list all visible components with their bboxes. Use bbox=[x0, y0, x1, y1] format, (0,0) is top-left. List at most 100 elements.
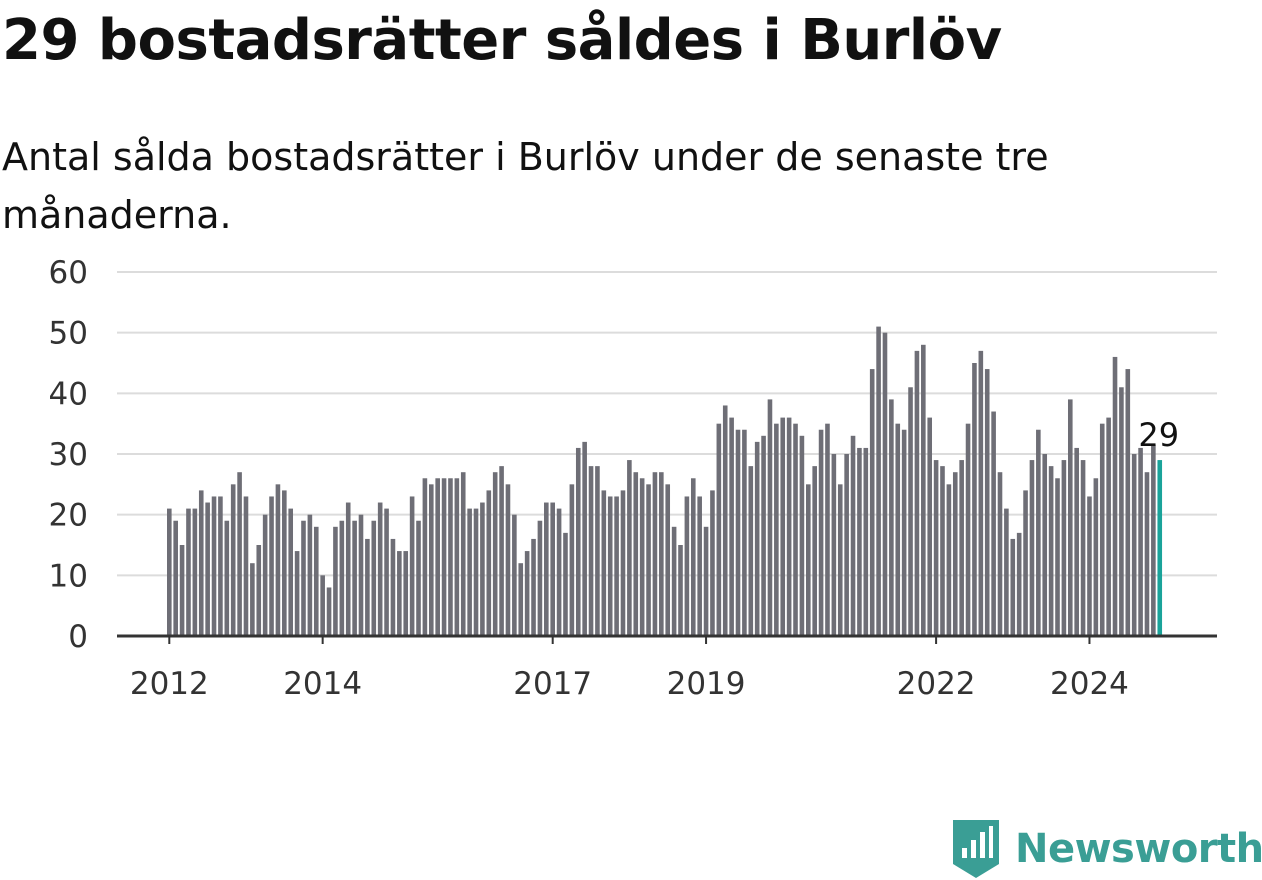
bar bbox=[448, 478, 453, 636]
bars bbox=[167, 326, 1163, 636]
bar bbox=[818, 429, 824, 636]
bar bbox=[921, 344, 926, 636]
bar bbox=[1093, 478, 1099, 636]
bar bbox=[588, 466, 594, 636]
bar bbox=[358, 514, 364, 636]
bar bbox=[230, 484, 236, 636]
bar bbox=[269, 496, 274, 636]
bar bbox=[288, 508, 294, 636]
bar bbox=[595, 466, 600, 636]
bar bbox=[927, 417, 933, 636]
bar bbox=[307, 514, 313, 636]
bar bbox=[710, 490, 715, 636]
bar bbox=[984, 369, 990, 636]
y-tick-label-30: 30 bbox=[49, 437, 88, 473]
bar bbox=[326, 587, 332, 636]
bar bbox=[1067, 399, 1073, 636]
labels: 0 10 20 30 40 50 60 2012 2014 2017 2019 2022 2024 29 bbox=[49, 255, 1180, 702]
bar bbox=[422, 478, 428, 636]
bar bbox=[569, 484, 575, 636]
bar bbox=[665, 484, 671, 636]
x-tick-label-2014: 2014 bbox=[283, 666, 362, 702]
bar bbox=[812, 466, 817, 636]
bar bbox=[1055, 478, 1060, 636]
y-tick-label-50: 50 bbox=[49, 316, 88, 352]
bar bbox=[863, 447, 869, 636]
bar bbox=[825, 423, 830, 636]
bar bbox=[671, 526, 677, 636]
bar bbox=[793, 423, 798, 636]
x-tick-label-2019: 2019 bbox=[667, 666, 746, 702]
bar bbox=[1048, 466, 1054, 636]
bar bbox=[179, 545, 185, 636]
bar bbox=[499, 466, 504, 636]
bar bbox=[186, 508, 191, 636]
bar bbox=[806, 484, 811, 636]
bar bbox=[275, 484, 281, 636]
bar bbox=[857, 447, 862, 636]
last-value-label: 29 bbox=[1138, 416, 1179, 454]
bar bbox=[1087, 496, 1092, 636]
bar bbox=[537, 520, 543, 636]
bar bbox=[345, 502, 351, 636]
axes bbox=[117, 634, 1217, 644]
bar bbox=[1138, 447, 1143, 636]
bar bbox=[294, 551, 300, 636]
bar bbox=[262, 514, 268, 636]
bar bbox=[972, 363, 977, 636]
bar bbox=[492, 472, 498, 636]
bar bbox=[799, 435, 805, 636]
bar bbox=[416, 520, 421, 636]
bar bbox=[403, 551, 409, 636]
bar bbox=[256, 545, 262, 636]
bar bbox=[1029, 460, 1035, 636]
bar bbox=[997, 472, 1003, 636]
bar bbox=[441, 478, 447, 636]
bar bbox=[607, 496, 613, 636]
bar bbox=[250, 563, 255, 636]
bar bbox=[352, 520, 357, 636]
bar bbox=[1074, 447, 1079, 636]
bar bbox=[703, 526, 709, 636]
brand-logo: Newsworthy bbox=[951, 818, 1262, 880]
bar bbox=[901, 429, 907, 636]
bar bbox=[1004, 508, 1009, 636]
bar bbox=[167, 508, 172, 636]
chart-subtitle: Antal sålda bostadsrätter i Burlöv under… bbox=[2, 135, 1049, 237]
bar bbox=[754, 441, 760, 636]
bar bbox=[1144, 472, 1150, 636]
bar bbox=[952, 472, 958, 636]
bar bbox=[748, 466, 754, 636]
bar bbox=[524, 551, 530, 636]
bar bbox=[243, 496, 249, 636]
bar bbox=[512, 514, 517, 636]
bar bbox=[627, 460, 632, 636]
bar bbox=[1119, 387, 1124, 636]
bar bbox=[1042, 454, 1048, 636]
bar bbox=[959, 460, 964, 636]
bar bbox=[1125, 369, 1131, 636]
bar bbox=[978, 350, 984, 636]
bar bbox=[1099, 423, 1105, 636]
bar bbox=[205, 502, 210, 636]
bar bbox=[1131, 454, 1137, 636]
bar bbox=[659, 472, 664, 636]
bar bbox=[173, 520, 178, 636]
bar bbox=[767, 399, 773, 636]
y-tick-label-0: 0 bbox=[68, 619, 88, 655]
brand-name: Newsworthy bbox=[1015, 826, 1262, 872]
bar bbox=[1036, 429, 1041, 636]
bar bbox=[876, 326, 881, 636]
bar bbox=[467, 508, 472, 636]
bar bbox=[320, 575, 325, 636]
bar bbox=[480, 502, 485, 636]
bar bbox=[1016, 532, 1022, 636]
bar bbox=[991, 411, 996, 636]
bar bbox=[531, 538, 536, 636]
bar bbox=[486, 490, 492, 636]
bar bbox=[690, 478, 696, 636]
newsworthy-chart-icon bbox=[953, 820, 999, 878]
bar bbox=[301, 520, 306, 636]
bar bbox=[869, 369, 875, 636]
